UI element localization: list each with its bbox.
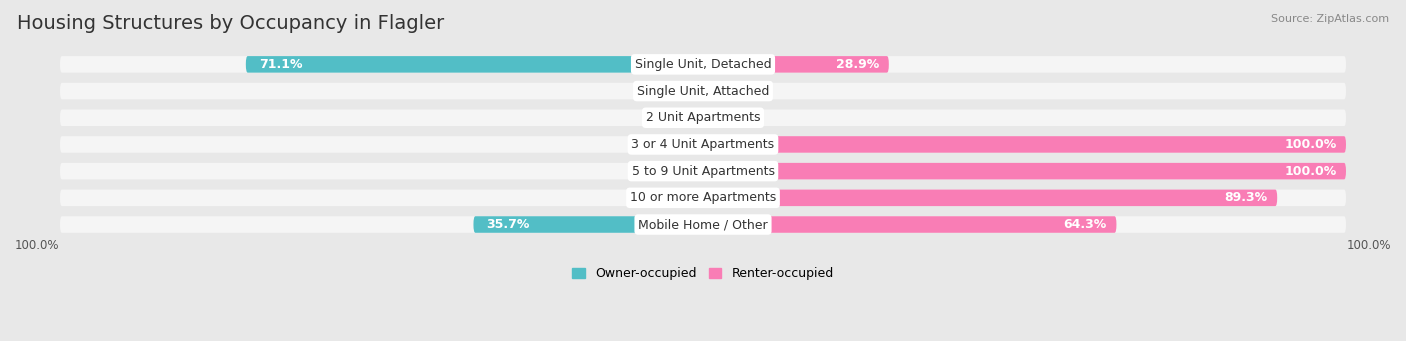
FancyBboxPatch shape <box>634 190 703 206</box>
Text: Single Unit, Detached: Single Unit, Detached <box>634 58 772 71</box>
FancyBboxPatch shape <box>683 109 703 126</box>
FancyBboxPatch shape <box>683 163 703 179</box>
Text: 0.0%: 0.0% <box>648 165 681 178</box>
Text: 71.1%: 71.1% <box>259 58 302 71</box>
FancyBboxPatch shape <box>703 109 723 126</box>
Text: 89.3%: 89.3% <box>1225 191 1268 204</box>
Text: 100.0%: 100.0% <box>1284 165 1336 178</box>
Text: 10 or more Apartments: 10 or more Apartments <box>630 191 776 204</box>
Text: 100.0%: 100.0% <box>1347 239 1391 252</box>
FancyBboxPatch shape <box>60 109 1346 126</box>
FancyBboxPatch shape <box>474 216 703 233</box>
Text: Mobile Home / Other: Mobile Home / Other <box>638 218 768 231</box>
Text: 64.3%: 64.3% <box>1063 218 1107 231</box>
Text: 35.7%: 35.7% <box>486 218 530 231</box>
Text: 0.0%: 0.0% <box>725 111 758 124</box>
Text: 100.0%: 100.0% <box>15 239 59 252</box>
FancyBboxPatch shape <box>60 190 1346 206</box>
FancyBboxPatch shape <box>683 83 703 99</box>
Text: Source: ZipAtlas.com: Source: ZipAtlas.com <box>1271 14 1389 24</box>
FancyBboxPatch shape <box>703 136 1346 153</box>
FancyBboxPatch shape <box>683 136 703 153</box>
Text: 2 Unit Apartments: 2 Unit Apartments <box>645 111 761 124</box>
FancyBboxPatch shape <box>703 56 889 73</box>
FancyBboxPatch shape <box>60 163 1346 179</box>
FancyBboxPatch shape <box>703 216 1116 233</box>
Text: 28.9%: 28.9% <box>837 58 879 71</box>
Text: 10.7%: 10.7% <box>647 191 690 204</box>
FancyBboxPatch shape <box>703 163 1346 179</box>
FancyBboxPatch shape <box>60 83 1346 99</box>
Text: Single Unit, Attached: Single Unit, Attached <box>637 85 769 98</box>
Legend: Owner-occupied, Renter-occupied: Owner-occupied, Renter-occupied <box>568 262 838 285</box>
FancyBboxPatch shape <box>246 56 703 73</box>
FancyBboxPatch shape <box>703 83 723 99</box>
Text: 0.0%: 0.0% <box>648 85 681 98</box>
FancyBboxPatch shape <box>60 216 1346 233</box>
Text: 5 to 9 Unit Apartments: 5 to 9 Unit Apartments <box>631 165 775 178</box>
Text: 100.0%: 100.0% <box>1284 138 1336 151</box>
Text: 0.0%: 0.0% <box>725 85 758 98</box>
Text: Housing Structures by Occupancy in Flagler: Housing Structures by Occupancy in Flagl… <box>17 14 444 33</box>
Text: 0.0%: 0.0% <box>648 111 681 124</box>
Text: 3 or 4 Unit Apartments: 3 or 4 Unit Apartments <box>631 138 775 151</box>
FancyBboxPatch shape <box>703 190 1277 206</box>
FancyBboxPatch shape <box>60 136 1346 153</box>
Text: 0.0%: 0.0% <box>648 138 681 151</box>
FancyBboxPatch shape <box>60 56 1346 73</box>
